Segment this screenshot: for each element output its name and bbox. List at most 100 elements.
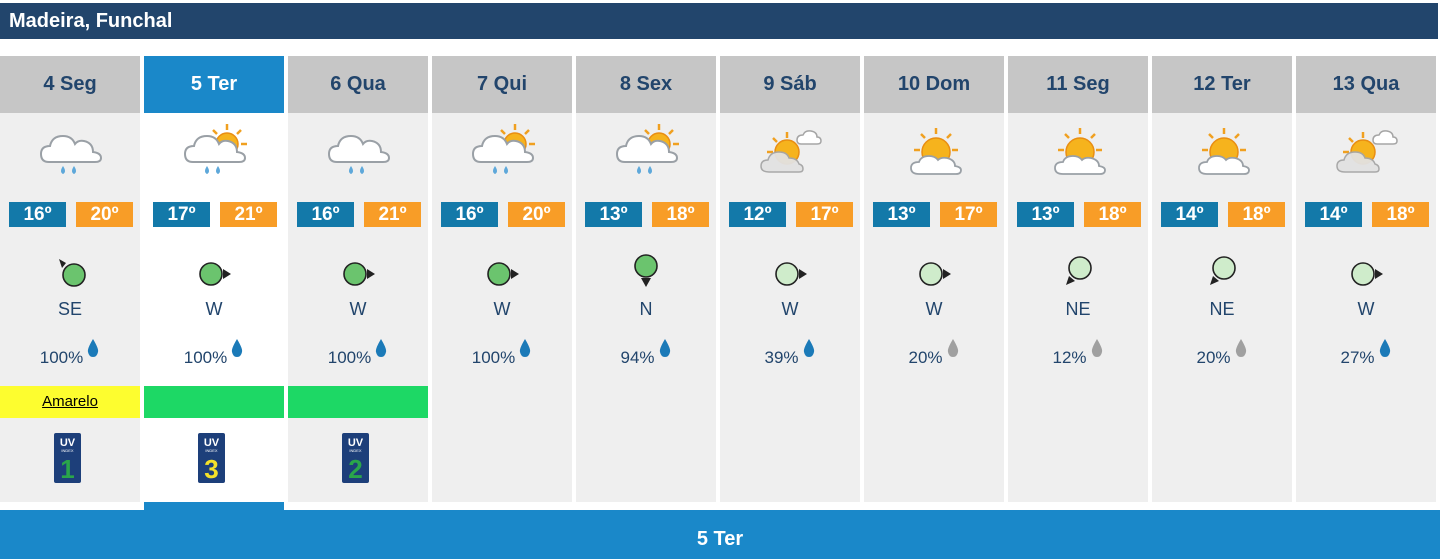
svg-text:UV: UV bbox=[348, 437, 364, 449]
precipitation: 94% bbox=[576, 338, 716, 368]
rain-drop-icon bbox=[1235, 339, 1246, 357]
precipitation: 100% bbox=[288, 338, 428, 368]
max-temperature: 18º bbox=[1084, 202, 1141, 227]
day-tab[interactable]: 6 Qua bbox=[288, 56, 428, 113]
precipitation-probability: 100% bbox=[471, 348, 516, 367]
day-column[interactable]: 8 Sex 13º 18º N 94% bbox=[576, 56, 716, 502]
temperature-range: 16º 20º bbox=[0, 202, 140, 227]
day-column[interactable]: 11 Seg 13º 18º NE 12% bbox=[1008, 56, 1148, 502]
uv-index-icon: UV INDEX 2 bbox=[342, 433, 369, 484]
sun-cloud-icon bbox=[1054, 128, 1106, 175]
temperature-range: 12º 17º bbox=[720, 202, 860, 227]
temperature-range: 14º 18º bbox=[1296, 202, 1436, 227]
precipitation: 27% bbox=[1296, 338, 1436, 368]
day-column[interactable]: 12 Ter 14º 18º NE 20% bbox=[1152, 56, 1292, 502]
selected-day-indicator bbox=[144, 502, 284, 510]
location-title: Madeira, Funchal bbox=[0, 3, 1438, 39]
rain-drop-icon bbox=[659, 339, 670, 357]
temperature-range: 13º 17º bbox=[864, 202, 1004, 227]
rain-drop-icon bbox=[803, 339, 814, 357]
wind-direction-icon bbox=[1210, 256, 1236, 285]
day-tab[interactable]: 9 Sáb bbox=[720, 56, 860, 113]
temperature-range: 16º 21º bbox=[288, 202, 428, 227]
wind-direction: SE bbox=[57, 299, 82, 319]
day-tab[interactable]: 12 Ter bbox=[1152, 56, 1292, 113]
wind-direction-icon bbox=[775, 262, 807, 286]
rain-cloud-icon bbox=[327, 134, 391, 174]
day-tab[interactable]: 7 Qui bbox=[432, 56, 572, 113]
svg-text:UV: UV bbox=[204, 437, 220, 449]
rain-drop-icon bbox=[1379, 339, 1390, 357]
wind-direction: W bbox=[1357, 299, 1375, 319]
warning-badge[interactable] bbox=[144, 386, 284, 418]
precipitation-probability: 39% bbox=[764, 348, 799, 367]
svg-text:INDEX: INDEX bbox=[61, 448, 74, 453]
precipitation: 100% bbox=[144, 338, 284, 368]
wind-direction: W bbox=[781, 299, 799, 319]
selected-day-bar[interactable]: 5 Ter bbox=[0, 510, 1440, 559]
day-column[interactable]: 4 Seg 16º 20º SE 100% Amarelo UV INDEX 1 bbox=[0, 56, 140, 502]
day-column[interactable]: 9 Sáb 12º 17º W 39% bbox=[720, 56, 860, 502]
precipitation: 20% bbox=[1152, 338, 1292, 368]
temperature-range: 13º 18º bbox=[576, 202, 716, 227]
min-temperature: 13º bbox=[1017, 202, 1074, 227]
sun-rain-cloud-icon bbox=[183, 124, 247, 174]
max-temperature: 20º bbox=[76, 202, 133, 227]
min-temperature: 16º bbox=[441, 202, 498, 227]
day-tab[interactable]: 8 Sex bbox=[576, 56, 716, 113]
day-tab[interactable]: 5 Ter bbox=[144, 56, 284, 113]
min-temperature: 12º bbox=[729, 202, 786, 227]
min-temperature: 14º bbox=[1161, 202, 1218, 227]
min-temperature: 14º bbox=[1305, 202, 1362, 227]
temperature-range: 13º 18º bbox=[1008, 202, 1148, 227]
max-temperature: 18º bbox=[1228, 202, 1285, 227]
uv-index-value: 2 bbox=[348, 454, 362, 484]
wind-direction-icon bbox=[1066, 256, 1092, 285]
day-tab[interactable]: 4 Seg bbox=[0, 56, 140, 113]
min-temperature: 17º bbox=[153, 202, 210, 227]
max-temperature: 21º bbox=[364, 202, 421, 227]
wind-direction: W bbox=[349, 299, 367, 319]
uv-index-icon: UV INDEX 3 bbox=[198, 433, 225, 484]
sun-clouds-icon bbox=[1336, 130, 1398, 173]
max-temperature: 17º bbox=[940, 202, 997, 227]
wind-direction: W bbox=[205, 299, 223, 319]
rain-drop-icon bbox=[232, 339, 243, 357]
wind-direction-icon bbox=[487, 262, 519, 286]
day-tab[interactable]: 13 Qua bbox=[1296, 56, 1436, 113]
precipitation: 20% bbox=[864, 338, 1004, 368]
precipitation: 12% bbox=[1008, 338, 1148, 368]
temperature-range: 14º 18º bbox=[1152, 202, 1292, 227]
precipitation-probability: 12% bbox=[1052, 348, 1087, 367]
warning-badge[interactable] bbox=[288, 386, 428, 418]
wind-direction: NE bbox=[1065, 299, 1091, 319]
wind-direction-icon bbox=[1351, 262, 1383, 286]
day-tab[interactable]: 11 Seg bbox=[1008, 56, 1148, 113]
wind-direction: W bbox=[925, 299, 943, 319]
day-column[interactable]: 10 Dom 13º 17º W 20% bbox=[864, 56, 1004, 502]
max-temperature: 20º bbox=[508, 202, 565, 227]
day-column[interactable]: 13 Qua 14º 18º W 27% bbox=[1296, 56, 1436, 502]
day-tab[interactable]: 10 Dom bbox=[864, 56, 1004, 113]
forecast-days: 4 Seg 16º 20º SE 100% Amarelo UV INDEX 1 bbox=[0, 56, 1440, 504]
rain-drop-icon bbox=[376, 339, 387, 357]
sun-cloud-icon bbox=[1198, 128, 1250, 175]
rain-drop-icon bbox=[1091, 339, 1102, 357]
warning-badge[interactable]: Amarelo bbox=[0, 386, 140, 418]
max-temperature: 18º bbox=[1372, 202, 1429, 227]
precipitation-probability: 94% bbox=[620, 348, 655, 367]
sun-cloud-icon bbox=[910, 128, 962, 175]
uv-index-value: 3 bbox=[204, 454, 218, 484]
day-column-selected[interactable]: 5 Ter 17º 21º W 100% UV INDEX 3 bbox=[144, 56, 284, 502]
precipitation-probability: 27% bbox=[1340, 348, 1375, 367]
max-temperature: 17º bbox=[796, 202, 853, 227]
wind-direction-icon bbox=[59, 259, 86, 287]
min-temperature: 16º bbox=[9, 202, 66, 227]
temperature-range: 16º 20º bbox=[432, 202, 572, 227]
svg-text:UV: UV bbox=[60, 437, 76, 449]
day-column[interactable]: 6 Qua 16º 21º W 100% UV INDEX 2 bbox=[288, 56, 428, 502]
day-column[interactable]: 7 Qui 16º 20º W 100% bbox=[432, 56, 572, 502]
precipitation-probability: 100% bbox=[183, 348, 228, 367]
wind-direction: W bbox=[493, 299, 511, 319]
rain-drop-icon bbox=[520, 339, 531, 357]
